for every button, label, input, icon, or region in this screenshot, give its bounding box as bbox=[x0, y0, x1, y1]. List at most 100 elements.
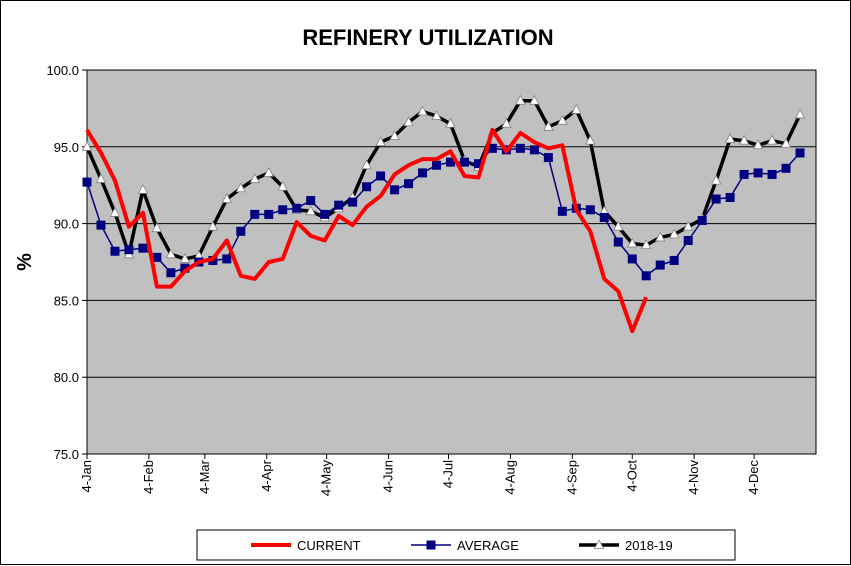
data-point-2018-19 bbox=[165, 248, 177, 259]
series-line-current bbox=[85, 127, 649, 334]
legend-label-average: AVERAGE bbox=[457, 538, 519, 553]
data-point-average bbox=[515, 143, 525, 153]
data-point-average bbox=[459, 157, 469, 167]
legend-label-2018-19: 2018-19 bbox=[625, 538, 673, 553]
data-point-average bbox=[697, 216, 707, 226]
data-point-average bbox=[683, 235, 693, 245]
data-point-2018-19 bbox=[543, 120, 554, 131]
data-point-2018-19 bbox=[151, 222, 163, 233]
data-point-2018-19 bbox=[361, 159, 372, 170]
legend-marker-2018-19 bbox=[593, 539, 605, 549]
x-tick-label: 4-Oct bbox=[624, 460, 639, 492]
data-point-2018-19 bbox=[585, 134, 596, 145]
x-tick-label: 4-May bbox=[319, 460, 334, 497]
data-point-average bbox=[655, 260, 665, 270]
data-point-average bbox=[767, 169, 777, 179]
data-point-2018-19 bbox=[529, 94, 540, 105]
x-tick-label: 4-Dec bbox=[746, 460, 761, 495]
data-point-2018-19 bbox=[501, 117, 512, 128]
x-axis-ticks: 4-Jan 4-Feb 4-Mar 4-Apr 4-May 4-Jun 4-Jul 4-Aug… bbox=[79, 454, 761, 496]
data-point-average bbox=[739, 169, 749, 179]
data-point-average bbox=[641, 271, 651, 281]
data-point-2018-19 bbox=[669, 228, 680, 239]
data-point-2018-19 bbox=[417, 105, 428, 116]
y-tick-label: 100.0 bbox=[46, 63, 79, 78]
y-tick-label: 95.0 bbox=[54, 140, 79, 155]
data-point-2018-19 bbox=[221, 193, 232, 203]
data-point-2018-19 bbox=[207, 220, 218, 231]
data-point-2018-19 bbox=[179, 253, 191, 263]
x-tick-label: 4-Nov bbox=[686, 460, 701, 495]
legend-label-current: CURRENT bbox=[297, 538, 361, 553]
data-point-average bbox=[124, 245, 134, 255]
data-point-average bbox=[753, 168, 763, 178]
data-point-2018-19 bbox=[389, 130, 400, 140]
data-point-average bbox=[613, 237, 623, 247]
data-point-average bbox=[543, 153, 553, 163]
data-point-average bbox=[320, 209, 330, 219]
data-point-2018-19 bbox=[641, 239, 652, 250]
data-point-2018-19 bbox=[655, 231, 666, 242]
x-tick-label: 4-Aug bbox=[502, 460, 517, 495]
data-point-2018-19 bbox=[403, 116, 414, 127]
data-point-average bbox=[250, 209, 260, 219]
chart-title: REFINERY UTILIZATION bbox=[302, 25, 553, 50]
data-point-average bbox=[362, 182, 372, 192]
data-point-2018-19 bbox=[613, 220, 624, 231]
y-tick-label: 75.0 bbox=[54, 447, 79, 462]
data-point-average bbox=[390, 185, 400, 195]
data-point-average bbox=[711, 194, 721, 204]
data-point-average bbox=[292, 203, 302, 213]
series-layer bbox=[81, 94, 806, 334]
data-point-average bbox=[781, 163, 791, 173]
data-point-average bbox=[795, 148, 805, 158]
x-tick-label: 4-Jun bbox=[381, 460, 396, 493]
data-point-average bbox=[138, 243, 148, 253]
data-point-2018-19 bbox=[137, 183, 149, 194]
y-axis-ticks: 75.0 80.0 85.0 90.0 95.0 100.0 bbox=[46, 63, 87, 462]
x-tick-label: 4-Jan bbox=[79, 460, 94, 493]
data-point-2018-19 bbox=[710, 174, 722, 185]
data-point-2018-19 bbox=[431, 110, 442, 120]
data-point-2018-19 bbox=[109, 206, 121, 217]
data-point-2018-19 bbox=[780, 137, 792, 148]
data-point-average bbox=[529, 145, 539, 155]
data-point-average bbox=[725, 192, 735, 202]
data-point-average bbox=[669, 255, 679, 265]
data-point-average bbox=[334, 200, 344, 210]
series-line-2018-19 bbox=[85, 98, 802, 261]
data-point-average bbox=[278, 205, 288, 215]
data-point-2018-19 bbox=[683, 220, 694, 231]
data-point-2018-19 bbox=[752, 139, 764, 150]
x-tick-label: 4-Apr bbox=[259, 459, 274, 491]
gridlines bbox=[87, 146, 816, 378]
y-tick-label: 90.0 bbox=[54, 217, 79, 232]
x-tick-label: 4-Jul bbox=[441, 460, 456, 488]
data-point-2018-19 bbox=[794, 108, 806, 119]
data-point-average bbox=[264, 209, 274, 219]
x-tick-label: 4-Mar bbox=[197, 459, 212, 494]
y-tick-label: 80.0 bbox=[54, 370, 79, 385]
data-point-average bbox=[96, 220, 106, 230]
data-point-average bbox=[432, 160, 442, 170]
data-point-average bbox=[376, 171, 386, 181]
data-point-average bbox=[348, 197, 358, 207]
data-point-average bbox=[585, 205, 595, 215]
data-point-average bbox=[404, 179, 414, 189]
data-point-2018-19 bbox=[515, 94, 526, 105]
data-point-2018-19 bbox=[571, 104, 582, 114]
data-point-average bbox=[599, 212, 609, 222]
data-point-average bbox=[236, 226, 246, 236]
data-point-2018-19 bbox=[95, 173, 107, 183]
data-point-2018-19 bbox=[766, 134, 778, 145]
data-point-2018-19 bbox=[375, 136, 386, 147]
data-point-2018-19 bbox=[557, 114, 568, 125]
legend-items: CURRENT AVERAGE 2018-19 bbox=[251, 538, 673, 553]
data-point-average bbox=[82, 177, 92, 187]
data-point-2018-19 bbox=[81, 140, 93, 151]
data-point-2018-19 bbox=[445, 117, 456, 128]
data-point-average bbox=[306, 196, 316, 206]
data-point-2018-19 bbox=[627, 237, 638, 248]
